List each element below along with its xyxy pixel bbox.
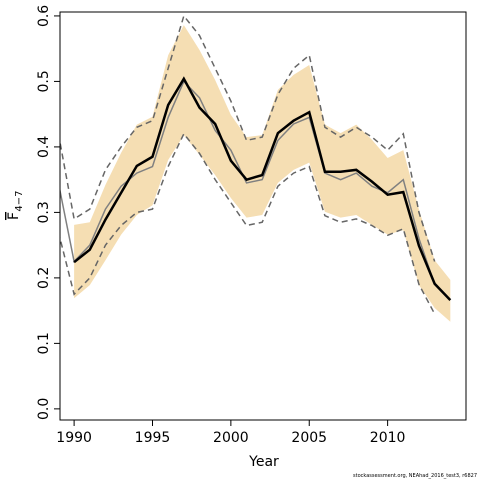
y-tick-label: 0.1: [36, 332, 52, 354]
y-tick-label: 0.3: [36, 201, 52, 223]
y-tick-label: 0.6: [36, 5, 52, 27]
series-line: [60, 132, 436, 315]
x-tick-label: 1990: [56, 430, 92, 446]
x-tick-label: 2000: [213, 430, 249, 446]
footer: stockassessment.org, NEAhad_2016_test3, …: [353, 473, 477, 479]
x-tick-label: 1995: [135, 430, 171, 446]
plot-area: [60, 14, 452, 322]
x-tick-label: 2010: [370, 430, 406, 446]
series-line: [73, 76, 452, 302]
x-tick-label: 2005: [291, 430, 327, 446]
y-axis-label: F 4−7: [6, 190, 25, 220]
y-axis-label-sub: 4−7: [14, 190, 25, 211]
y-tick-label: 0.0: [36, 398, 52, 420]
x-axis-label: Year: [248, 454, 279, 470]
plot-frame: [59, 11, 467, 421]
series-line: [60, 80, 436, 285]
y-tick-label: 0.5: [36, 70, 52, 92]
y-tick-label: 0.2: [36, 267, 52, 289]
y-axis-label-main: F: [6, 212, 22, 220]
series-line: [60, 14, 436, 262]
y-tick-label: 0.4: [36, 136, 52, 158]
